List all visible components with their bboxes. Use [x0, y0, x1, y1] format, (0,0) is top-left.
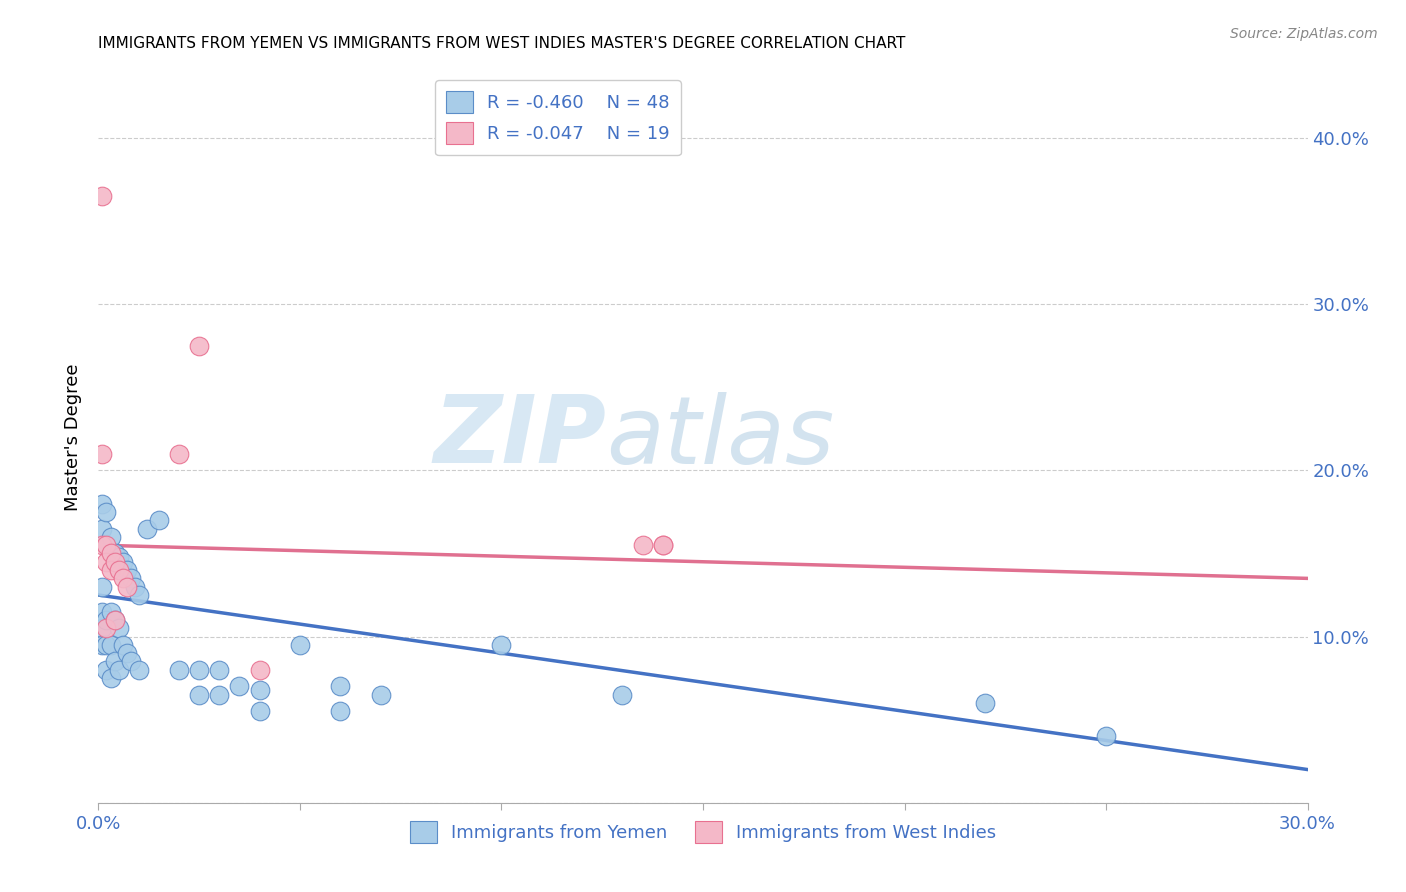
Point	[249, 682, 271, 697]
Text: atlas: atlas	[606, 392, 835, 483]
Point	[120, 571, 142, 585]
Point	[107, 563, 129, 577]
Point	[111, 638, 134, 652]
Point	[631, 538, 654, 552]
Point	[288, 638, 311, 652]
Point	[115, 646, 138, 660]
Text: Source: ZipAtlas.com: Source: ZipAtlas.com	[1230, 27, 1378, 41]
Point	[100, 563, 122, 577]
Point	[208, 688, 231, 702]
Point	[148, 513, 170, 527]
Point	[96, 638, 118, 652]
Point	[107, 549, 129, 564]
Point	[188, 663, 211, 677]
Point	[208, 663, 231, 677]
Point	[91, 497, 114, 511]
Point	[188, 338, 211, 352]
Point	[135, 521, 157, 535]
Point	[100, 546, 122, 560]
Point	[96, 538, 118, 552]
Point	[329, 705, 352, 719]
Point	[188, 688, 211, 702]
Point	[128, 663, 150, 677]
Point	[651, 538, 673, 552]
Point	[491, 638, 513, 652]
Point	[100, 530, 122, 544]
Point	[120, 655, 142, 669]
Point	[107, 621, 129, 635]
Point	[91, 538, 114, 552]
Point	[124, 580, 146, 594]
Point	[100, 671, 122, 685]
Point	[100, 605, 122, 619]
Y-axis label: Master's Degree: Master's Degree	[65, 363, 83, 511]
Point	[91, 638, 114, 652]
Point	[651, 538, 673, 552]
Point	[103, 555, 125, 569]
Point	[128, 588, 150, 602]
Point	[249, 663, 271, 677]
Point	[96, 505, 118, 519]
Point	[91, 605, 114, 619]
Point	[103, 613, 125, 627]
Point	[100, 638, 122, 652]
Point	[91, 189, 114, 203]
Point	[115, 580, 138, 594]
Point	[612, 688, 634, 702]
Point	[96, 538, 118, 552]
Point	[96, 555, 118, 569]
Point	[370, 688, 392, 702]
Point	[1095, 729, 1118, 743]
Point	[111, 555, 134, 569]
Point	[249, 705, 271, 719]
Point	[96, 663, 118, 677]
Point	[103, 655, 125, 669]
Point	[107, 663, 129, 677]
Point	[974, 696, 997, 710]
Point	[91, 521, 114, 535]
Point	[91, 580, 114, 594]
Text: IMMIGRANTS FROM YEMEN VS IMMIGRANTS FROM WEST INDIES MASTER'S DEGREE CORRELATION: IMMIGRANTS FROM YEMEN VS IMMIGRANTS FROM…	[98, 36, 905, 51]
Point	[329, 680, 352, 694]
Point	[96, 613, 118, 627]
Point	[115, 563, 138, 577]
Point	[103, 546, 125, 560]
Text: ZIP: ZIP	[433, 391, 606, 483]
Point	[103, 613, 125, 627]
Point	[91, 447, 114, 461]
Point	[167, 663, 190, 677]
Point	[111, 571, 134, 585]
Point	[228, 680, 250, 694]
Point	[96, 621, 118, 635]
Point	[167, 447, 190, 461]
Point	[91, 621, 114, 635]
Legend: Immigrants from Yemen, Immigrants from West Indies: Immigrants from Yemen, Immigrants from W…	[401, 813, 1005, 852]
